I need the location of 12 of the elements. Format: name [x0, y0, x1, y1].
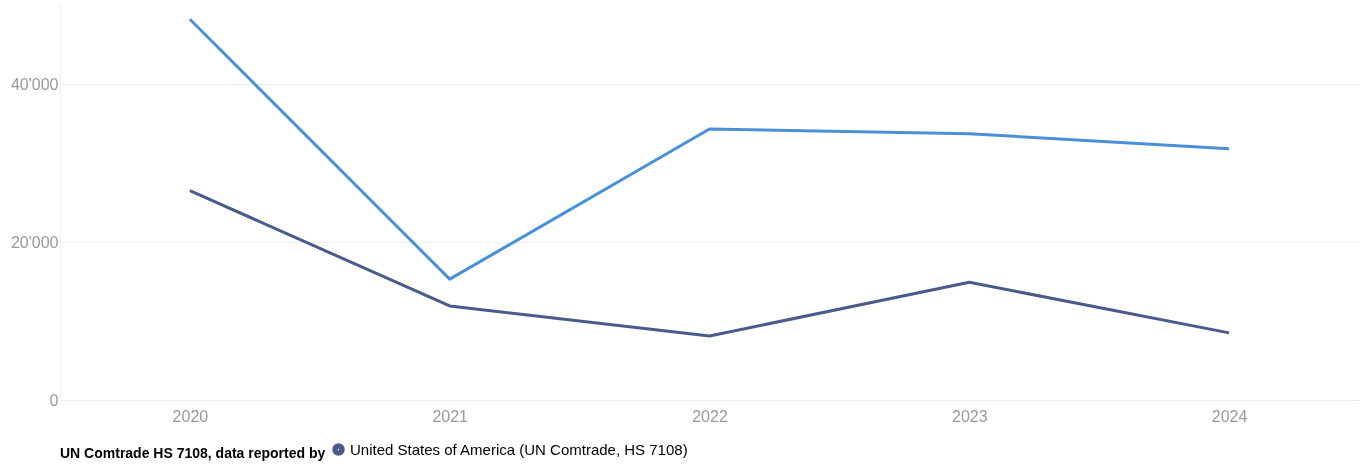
line-series — [188, 17, 1231, 281]
line-series — [188, 189, 1231, 338]
legend-title: UN Comtrade HS 7108, data reported by — [60, 445, 326, 461]
y-tick-label: 40'000 — [10, 75, 59, 93]
legend-label: United States of America (UN Comtrade, HS 7108) — [350, 440, 688, 458]
x-tick-label: 2024 — [1211, 407, 1248, 425]
x-tick-label: 2023 — [952, 407, 988, 425]
x-tick-label: 2021 — [432, 407, 469, 425]
x-tick-label: 2020 — [172, 407, 209, 425]
y-tick-label: 0 — [49, 391, 59, 409]
y-tick-label: 20'000 — [10, 233, 59, 251]
x-tick-label: 2022 — [692, 407, 728, 425]
